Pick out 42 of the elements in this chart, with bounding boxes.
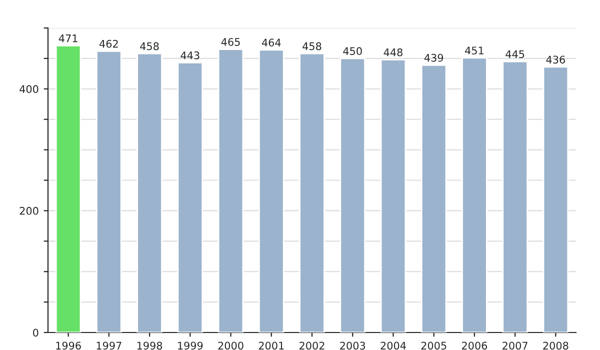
bar (55, 44, 82, 332)
data-label: 462 (99, 40, 118, 48)
x-tick-label: 2004 (380, 342, 406, 350)
y-tick-label: 0 (33, 328, 38, 337)
x-tick-label: 2008 (543, 342, 568, 350)
data-label: 458 (302, 42, 322, 50)
bar (218, 48, 244, 332)
x-tick-label: 2005 (421, 342, 446, 350)
bar (258, 49, 284, 332)
data-label: 458 (140, 42, 159, 50)
bar (136, 52, 162, 332)
data-label: 445 (506, 50, 524, 58)
bar (340, 58, 366, 332)
bar (542, 66, 569, 332)
bar (420, 64, 447, 332)
x-tick-label: 1998 (137, 342, 162, 350)
data-label: 448 (384, 48, 402, 56)
data-label: 436 (546, 56, 565, 64)
x-tick-label: 2003 (340, 342, 366, 350)
bar (380, 58, 406, 332)
data-label: 443 (180, 51, 200, 60)
data-label: 465 (221, 38, 240, 46)
y-tick-label: 200 (20, 206, 38, 215)
x-tick-label: 2002 (300, 342, 324, 350)
x-tick-label: 1997 (96, 342, 122, 350)
bar (177, 62, 204, 332)
data-label: 450 (343, 47, 362, 56)
data-label: 471 (58, 34, 78, 42)
data-label: 451 (465, 46, 484, 54)
bar (96, 50, 122, 332)
x-tick-label: 2007 (502, 342, 528, 350)
y-tick-label: 400 (20, 85, 38, 94)
x-tick-label: 2001 (258, 342, 284, 350)
x-tick-label: 1999 (178, 342, 203, 350)
x-tick-label: 1996 (56, 342, 81, 350)
bar (462, 57, 488, 332)
data-label: 464 (262, 38, 281, 47)
bar (502, 60, 528, 332)
bar (299, 52, 325, 332)
x-tick-label: 2000 (218, 342, 244, 350)
x-tick-label: 2006 (462, 342, 488, 350)
data-label: 439 (424, 54, 444, 62)
